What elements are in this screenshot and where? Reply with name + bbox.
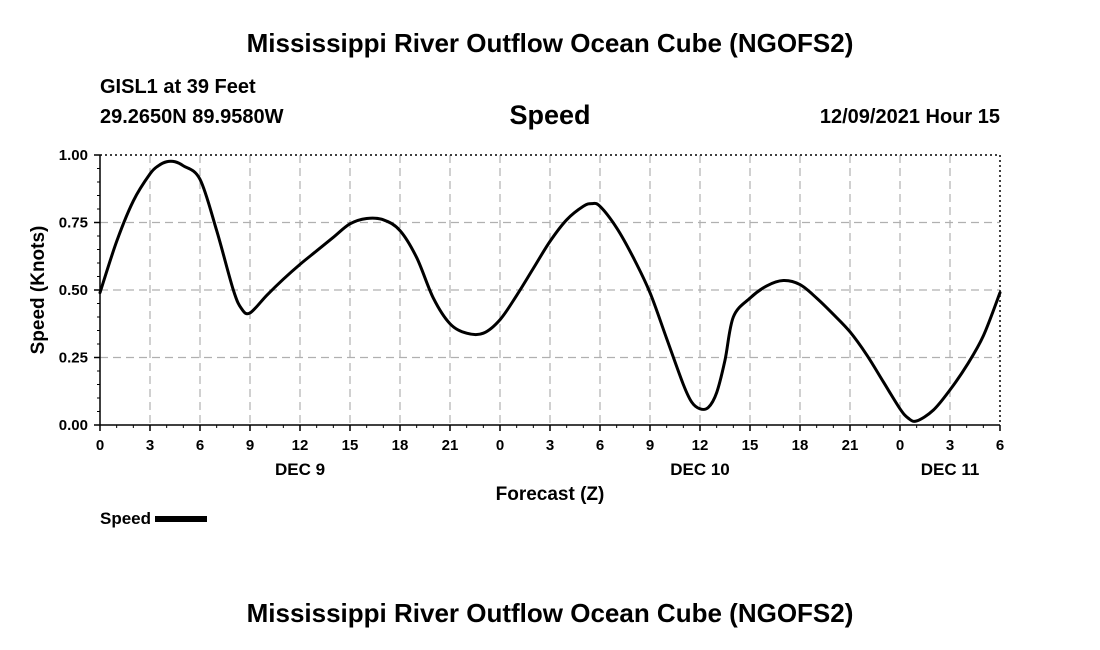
x-axis-label: Forecast (Z) <box>496 484 605 505</box>
footer-title: Mississippi River Outflow Ocean Cube (NG… <box>246 598 854 628</box>
x-tick-label: 18 <box>792 437 809 454</box>
y-tick-label: 1.00 <box>59 147 88 164</box>
x-tick-label: 3 <box>946 437 954 454</box>
station-coordinates: 29.2650N 89.9580W <box>100 106 284 128</box>
x-tick-label: 9 <box>646 437 654 454</box>
x-tick-label: 12 <box>692 437 709 454</box>
y-tick-label: 0.75 <box>59 215 88 232</box>
x-tick-label: 0 <box>96 437 104 454</box>
x-tick-label: 3 <box>146 437 154 454</box>
axis-ticks: 0 3 6 9 12 15 18 21 0 3 6 9 12 15 18 21 0 3 6 0.00 0.25 0.50 0… <box>59 147 1004 479</box>
series-line-speed <box>98 159 1002 423</box>
legend: Speed <box>100 509 208 529</box>
y-tick-label: 0.25 <box>59 350 88 367</box>
x-tick-label: 18 <box>392 437 409 454</box>
legend-label: Speed <box>100 509 152 528</box>
x-tick-label: 21 <box>842 437 859 454</box>
legend-line-swatch <box>155 516 208 522</box>
y-axis-label: Speed (Knots) <box>28 226 49 355</box>
grid-lines <box>100 155 1000 425</box>
x-tick-label: 6 <box>596 437 604 454</box>
y-tick-label: 0.00 <box>59 417 88 434</box>
chart-title: Mississippi River Outflow Ocean Cube (NG… <box>246 28 854 58</box>
x-tick-label: 0 <box>896 437 904 454</box>
x-tick-label: 15 <box>342 437 359 454</box>
station-label: GISL1 at 39 Feet <box>100 76 256 98</box>
x-tick-label: 9 <box>246 437 254 454</box>
x-tick-label: 12 <box>292 437 309 454</box>
forecast-datetime: 12/09/2021 Hour 15 <box>819 106 1000 128</box>
x-day-label: DEC 10 <box>670 460 730 479</box>
y-tick-label: 0.50 <box>59 282 88 299</box>
x-tick-label: 6 <box>196 437 204 454</box>
x-tick-label: 21 <box>442 437 459 454</box>
series-layer <box>98 159 1002 423</box>
x-tick-label: 6 <box>996 437 1004 454</box>
chart-subtitle: Speed <box>509 100 591 130</box>
x-day-label: DEC 11 <box>921 460 980 479</box>
x-tick-label: 3 <box>546 437 554 454</box>
x-tick-label: 0 <box>496 437 504 454</box>
x-tick-label: 15 <box>742 437 759 454</box>
x-day-label: DEC 9 <box>275 460 325 479</box>
